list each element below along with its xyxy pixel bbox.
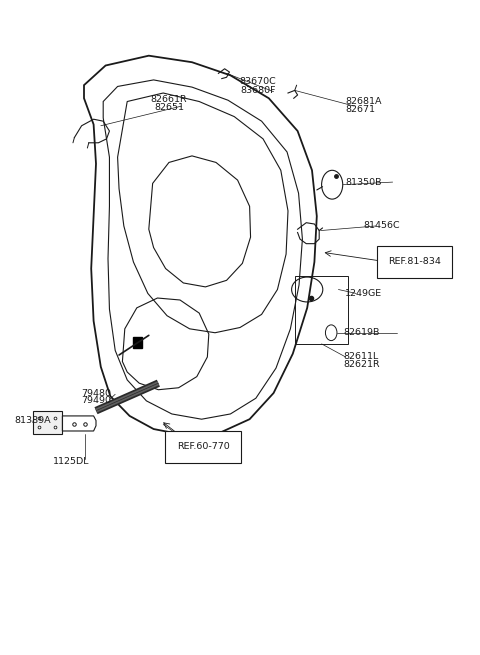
Text: 83680F: 83680F xyxy=(240,86,276,95)
Text: 83670C: 83670C xyxy=(240,77,276,86)
Text: 79480: 79480 xyxy=(81,388,111,398)
Text: 1125DL: 1125DL xyxy=(53,457,89,466)
Text: 81350B: 81350B xyxy=(346,178,382,187)
Text: 81389A: 81389A xyxy=(14,416,51,425)
Text: 1249GE: 1249GE xyxy=(345,289,382,298)
Text: 81456C: 81456C xyxy=(364,221,400,230)
Text: 79490: 79490 xyxy=(81,396,111,405)
Text: 82681A: 82681A xyxy=(346,97,382,106)
Text: 82661R: 82661R xyxy=(151,95,187,104)
Text: 82621R: 82621R xyxy=(343,360,380,369)
Bar xyxy=(133,337,142,348)
Text: 82671: 82671 xyxy=(346,105,375,114)
Text: REF.60-770: REF.60-770 xyxy=(177,442,229,451)
Polygon shape xyxy=(33,411,62,434)
Text: 82651: 82651 xyxy=(154,103,184,112)
Text: REF.81-834: REF.81-834 xyxy=(388,257,441,267)
Text: 82619B: 82619B xyxy=(343,328,380,337)
Text: 82611L: 82611L xyxy=(343,352,378,362)
